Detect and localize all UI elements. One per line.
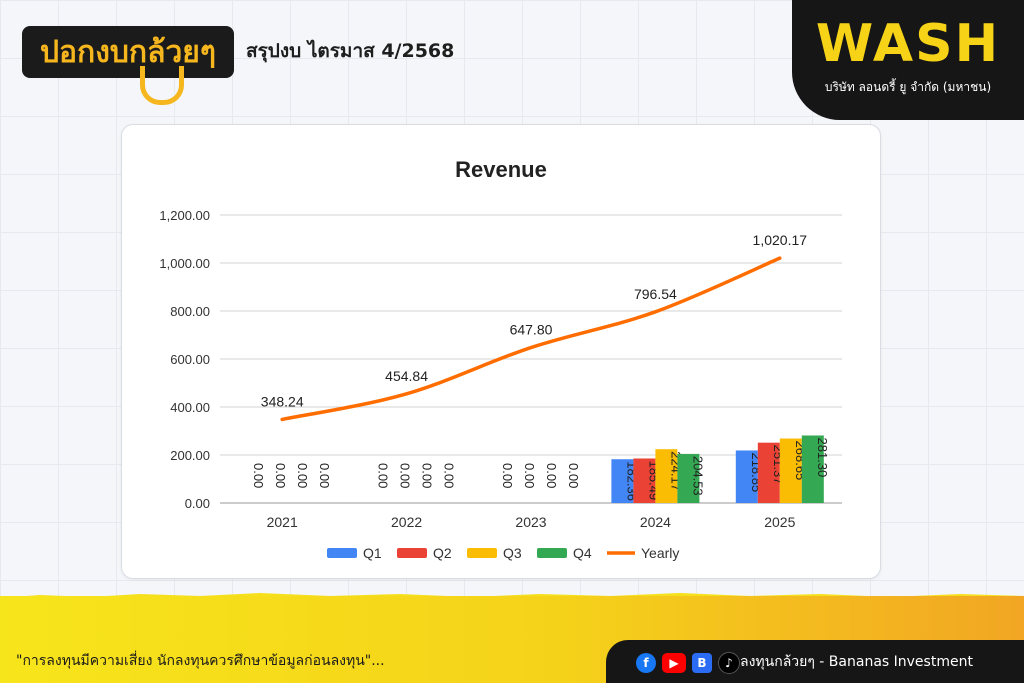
- bar-data-label: 0.00: [420, 463, 435, 488]
- bar-data-label: 0.00: [442, 463, 457, 488]
- y-tick-label: 0.00: [185, 496, 210, 511]
- legend-label: Q1: [363, 545, 382, 561]
- x-tick-label: 2023: [515, 514, 546, 530]
- bar-data-label: 204.53: [690, 456, 705, 496]
- yearly-point: [778, 256, 782, 260]
- facebook-icon[interactable]: f: [636, 653, 656, 673]
- y-tick-label: 800.00: [170, 304, 210, 319]
- x-tick-label: 2021: [267, 514, 298, 530]
- yearly-point: [653, 310, 657, 314]
- brand-name: WASH: [815, 14, 1001, 74]
- bar-data-label: 0.00: [273, 463, 288, 488]
- x-tick-label: 2022: [391, 514, 422, 530]
- bar-data-label: 0.00: [566, 463, 581, 488]
- x-tick-label: 2024: [640, 514, 671, 530]
- legend-swatch: [397, 548, 427, 558]
- bar-data-label: 0.00: [522, 463, 537, 488]
- legend-swatch: [467, 548, 497, 558]
- bar: [801, 435, 824, 503]
- yearly-point: [405, 392, 409, 396]
- legend-swatch: [537, 548, 567, 558]
- tiktok-icon[interactable]: ♪: [718, 652, 740, 674]
- chart-title: Revenue: [455, 157, 547, 182]
- yearly-data-label: 348.24: [261, 393, 304, 409]
- bar-data-label: 0.00: [376, 463, 391, 488]
- bar-data-label: 0.00: [317, 463, 332, 488]
- bar-data-label: 0.00: [500, 463, 515, 488]
- chart-card: Revenue 0.00 200.00 400.00 600.00 800.00 1,000…: [121, 124, 881, 579]
- bar-data-label: 281.30: [815, 437, 830, 477]
- bar-data-label: 0.00: [544, 463, 559, 488]
- y-tick-label: 1,000.00: [159, 256, 210, 271]
- bar: [633, 458, 656, 503]
- logo-text: ปอกงบกล้วยๆ: [39, 34, 216, 70]
- yearly-data-label: 1,020.17: [753, 232, 808, 248]
- legend-label: Q2: [433, 545, 452, 561]
- logo: ปอกงบกล้วยๆ: [22, 26, 234, 105]
- y-tick-label: 200.00: [170, 448, 210, 463]
- blockdit-icon[interactable]: B: [692, 653, 712, 673]
- bar-data-label: 0.00: [251, 463, 266, 488]
- yearly-point: [280, 417, 284, 421]
- bar: [655, 449, 678, 503]
- social-bar: f ▶ B ♪ ลงทุนกล้วยๆ - Bananas Investment: [606, 640, 1024, 683]
- page-title: สรุปงบ ไตรมาส 4/2568: [246, 40, 455, 62]
- legend-label: Yearly: [641, 545, 679, 561]
- disclaimer-text: "การลงทุนมีความเสี่ยง นักลงทุนควรศึกษาข้…: [16, 653, 385, 669]
- revenue-chart: Revenue 0.00 200.00 400.00 600.00 800.00 1,000…: [159, 157, 842, 561]
- legend-swatch: [327, 548, 357, 558]
- yearly-data-label: 796.54: [634, 286, 677, 302]
- social-handle: ลงทุนกล้วยๆ - Bananas Investment: [740, 654, 973, 670]
- bar: [757, 442, 780, 503]
- y-tick-label: 600.00: [170, 352, 210, 367]
- yearly-line: [280, 256, 782, 422]
- x-tick-label: 2025: [764, 514, 795, 530]
- y-tick-label: 400.00: [170, 400, 210, 415]
- legend-label: Q3: [503, 545, 522, 561]
- legend-label: Q4: [573, 545, 592, 561]
- y-tick-label: 1,200.00: [159, 208, 210, 223]
- brand-subtitle: บริษัท ลอนดรี้ ยู จำกัด (มหาชน): [824, 80, 992, 94]
- yearly-data-label: 647.80: [510, 322, 553, 338]
- yearly-point: [529, 346, 533, 350]
- bar: [677, 453, 700, 503]
- bar-data-label: 0.00: [398, 463, 413, 488]
- brand-panel: WASH บริษัท ลอนดรี้ ยู จำกัด (มหาชน): [792, 0, 1024, 120]
- logo-drip-icon: [140, 66, 184, 105]
- yearly-data-label: 454.84: [385, 368, 428, 384]
- bar: [779, 438, 802, 503]
- bar: [611, 459, 634, 503]
- bar-data-label: 0.00: [295, 463, 310, 488]
- youtube-icon[interactable]: ▶: [662, 653, 686, 673]
- bar: [735, 450, 758, 503]
